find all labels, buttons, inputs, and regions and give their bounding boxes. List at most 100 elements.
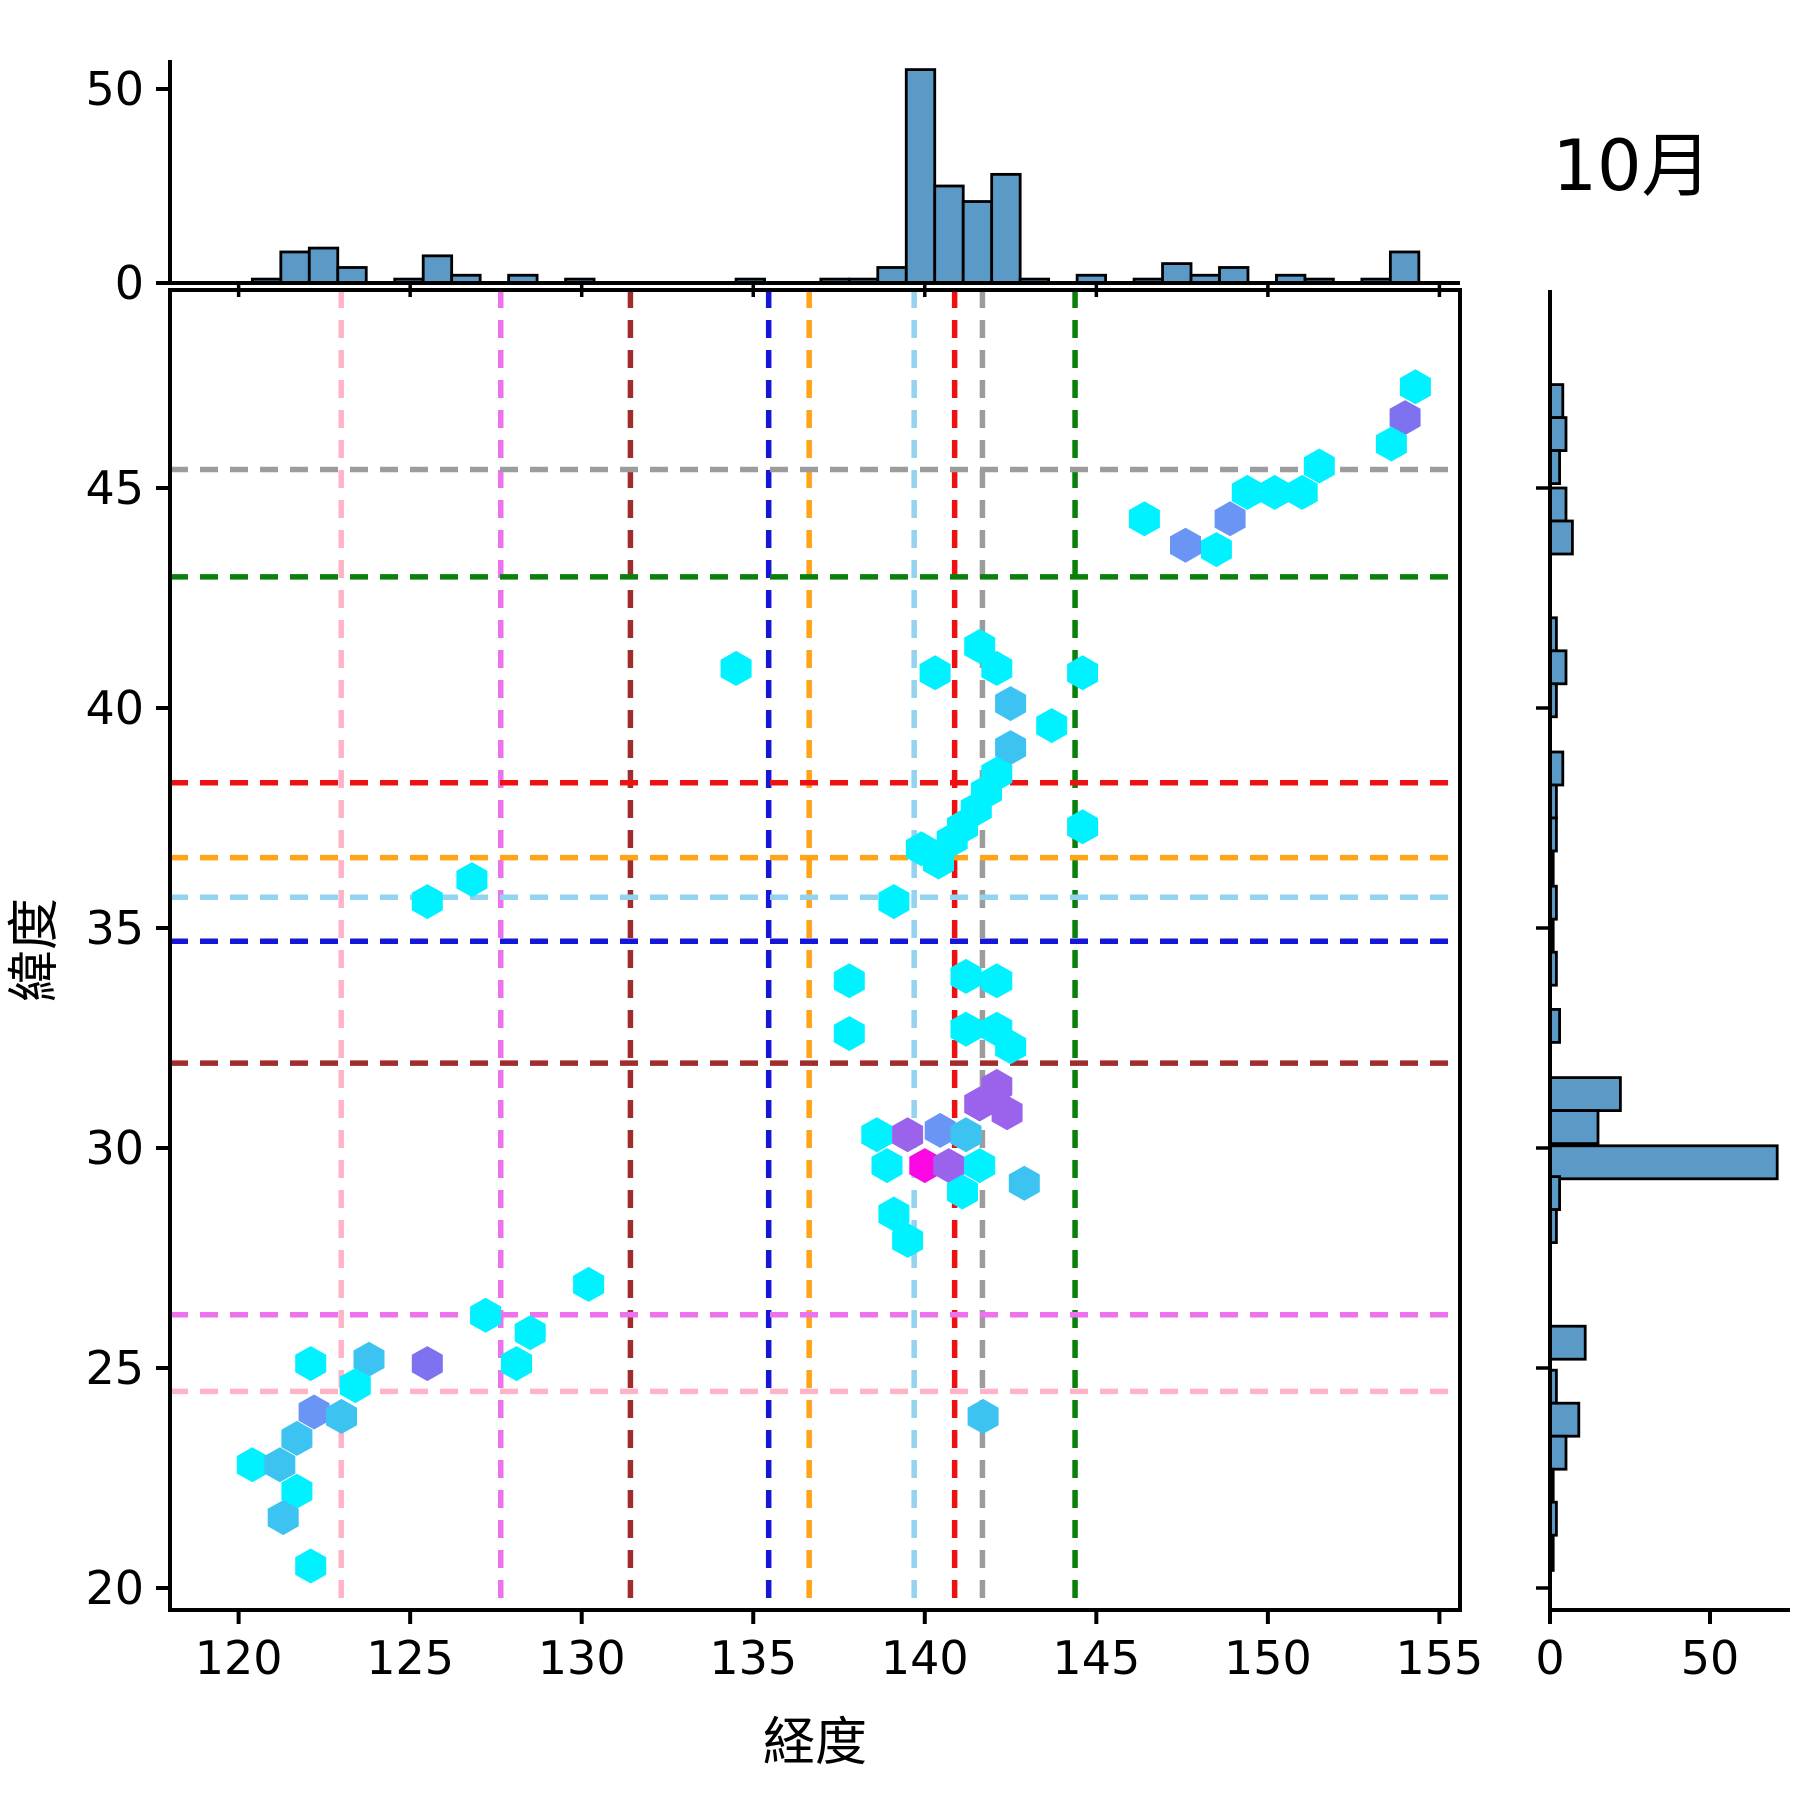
- hex-marker: [833, 1016, 865, 1052]
- hex-marker: [236, 1447, 268, 1483]
- hex-marker: [501, 1346, 532, 1382]
- top-hist-bar: [933, 184, 965, 285]
- hex-marker: [295, 1346, 327, 1382]
- top-hist-bar: [876, 266, 908, 285]
- hex-marker: [1303, 448, 1335, 484]
- top-hist-bar: [1388, 250, 1421, 285]
- top-hist-bar: [336, 266, 368, 285]
- hex-marker: [295, 1548, 327, 1584]
- right-hist-bar: [1548, 1324, 1587, 1361]
- hex-marker: [861, 1117, 893, 1153]
- top-hist-bar: [961, 200, 994, 285]
- hex-marker: [281, 1473, 313, 1509]
- hex-marker: [339, 1368, 371, 1404]
- hex-marker: [981, 650, 1013, 686]
- x-tick-label: 135: [709, 1631, 797, 1685]
- y-tick-label: 35: [85, 901, 144, 955]
- x-tick-label: 145: [1052, 1631, 1140, 1685]
- hex-marker: [720, 650, 752, 686]
- hex-marker: [871, 1148, 903, 1184]
- right-hist-bar: [1548, 486, 1568, 523]
- hex-marker: [411, 1346, 443, 1382]
- hex-marker: [892, 1117, 924, 1153]
- hex-marker: [267, 1500, 299, 1536]
- hex-marker: [470, 1297, 502, 1333]
- y-tick-label: 30: [85, 1121, 144, 1175]
- hex-marker: [1067, 809, 1099, 845]
- right-hist-bar: [1548, 1401, 1581, 1438]
- top-hist-bar: [990, 172, 1022, 285]
- hex-marker: [995, 730, 1027, 766]
- top-hist-y-tick-label: 0: [115, 256, 144, 310]
- top-hist-bar: [1218, 266, 1250, 285]
- hex-marker: [456, 862, 488, 898]
- right-hist-bar: [1548, 649, 1568, 686]
- hex-marker: [411, 884, 443, 920]
- right-hist-x-tick-label: 0: [1535, 1631, 1564, 1685]
- top-hist-bar: [421, 254, 454, 285]
- hex-marker: [281, 1420, 313, 1456]
- hex-marker: [1128, 501, 1160, 537]
- y-tick-label: 20: [85, 1561, 144, 1615]
- hex-marker: [353, 1341, 385, 1377]
- hex-marker: [909, 1148, 941, 1184]
- hex-marker: [1036, 708, 1068, 744]
- main-plot-frame: [168, 288, 1462, 1612]
- hex-marker: [1008, 1165, 1040, 1201]
- hex-marker: [981, 963, 1013, 999]
- right-hist-bar: [1548, 1076, 1622, 1112]
- hex-marker: [264, 1447, 296, 1483]
- hex-marker: [1375, 426, 1407, 462]
- hex-marker: [967, 1398, 999, 1434]
- main-axes-layer: 120 125 130 135 140 145 150 155 20 25 30 35 40 45: [85, 288, 1484, 1685]
- hex-marker: [878, 884, 910, 920]
- hex-marker: [950, 1117, 982, 1153]
- hex-markers-layer: [236, 369, 1431, 1584]
- hex-marker: [995, 686, 1027, 722]
- top-hist-bar: [307, 246, 340, 285]
- hex-marker: [298, 1394, 330, 1430]
- top-histogram: 0 50: [85, 60, 1460, 310]
- right-hist-x-tick-label: 50: [1681, 1631, 1740, 1685]
- hex-marker: [1200, 532, 1232, 568]
- y-axis-label: 緯度: [5, 898, 65, 1002]
- hex-marker: [964, 1086, 996, 1122]
- x-tick-label: 125: [366, 1631, 454, 1685]
- x-tick-label: 130: [538, 1631, 626, 1685]
- hex-marker: [964, 1148, 996, 1184]
- chart-title: 10月: [1552, 125, 1711, 207]
- reference-lines-layer: [170, 290, 1460, 1610]
- hex-marker: [950, 958, 982, 994]
- hex-marker: [1389, 400, 1421, 436]
- hex-marker: [919, 655, 951, 691]
- y-tick-label: 25: [85, 1341, 144, 1395]
- right-hist-bar: [1548, 1434, 1568, 1471]
- hex-marker: [947, 1174, 978, 1210]
- hex-marker: [924, 1112, 956, 1148]
- x-tick-label: 155: [1396, 1631, 1484, 1685]
- hex-marker: [923, 844, 954, 880]
- hex-marker: [950, 1011, 982, 1047]
- hex-marker: [573, 1266, 605, 1302]
- hex-marker: [964, 628, 996, 664]
- hex-marker: [933, 1148, 965, 1184]
- top-hist-y-tick-label: 50: [85, 62, 144, 116]
- top-hist-bar: [279, 250, 311, 285]
- top-hist-bar: [1161, 262, 1193, 285]
- hex-marker: [514, 1315, 546, 1351]
- x-tick-label: 150: [1224, 1631, 1312, 1685]
- x-axis-label: 経度: [763, 1713, 867, 1773]
- hex-marker: [991, 1095, 1023, 1131]
- hex-marker: [1231, 474, 1263, 510]
- hex-marker: [892, 1222, 924, 1258]
- y-tick-label: 45: [85, 461, 144, 515]
- hex-marker: [1170, 527, 1201, 563]
- hex-marker: [1399, 369, 1431, 405]
- x-tick-label: 140: [881, 1631, 969, 1685]
- right-hist-bar: [1548, 416, 1568, 453]
- top-hist-bar: [904, 68, 937, 285]
- hex-marker: [1214, 501, 1246, 537]
- y-tick-label: 40: [85, 681, 144, 735]
